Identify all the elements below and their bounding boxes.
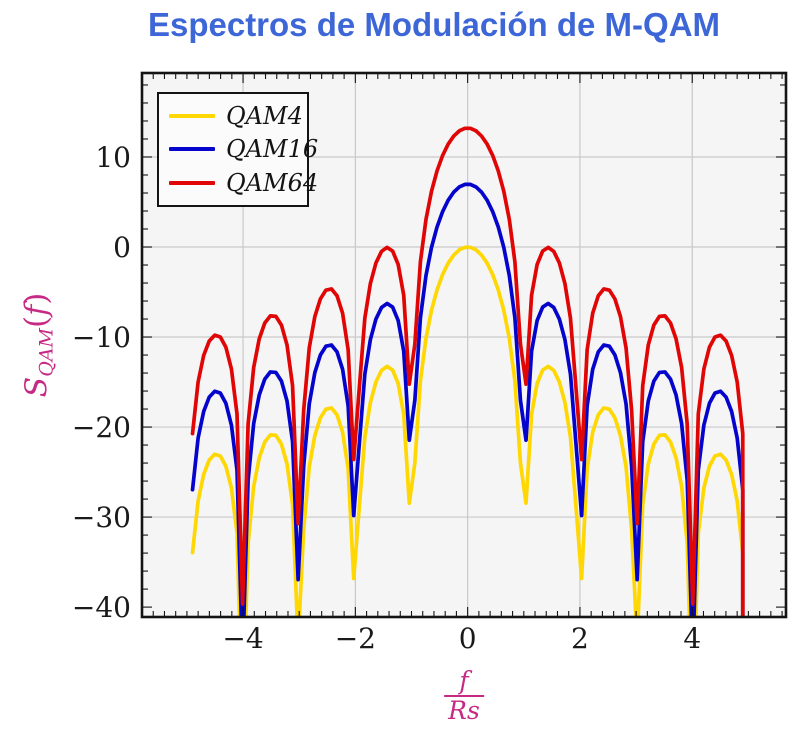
y-axis-label: SQAM(f) [19, 293, 58, 398]
y-label-base: S [19, 376, 55, 398]
svg-text:−30: −30 [72, 501, 131, 534]
chart-title: Espectros de Modulación de M-QAM [147, 6, 721, 43]
y-label-var: f [19, 304, 55, 316]
legend-line-sample-qam64 [169, 181, 215, 186]
y-label-open-paren: ( [18, 315, 55, 328]
svg-text:0: 0 [113, 231, 131, 264]
legend-item-qam4: QAM4 [169, 102, 303, 130]
svg-text:−20: −20 [72, 411, 131, 444]
y-label-close-paren: ) [18, 292, 55, 305]
svg-text:−2: −2 [335, 622, 376, 655]
svg-text:−4: −4 [222, 622, 263, 655]
x-label-numerator: f [459, 666, 469, 695]
legend-line-sample-qam4 [169, 113, 215, 118]
svg-text:−40: −40 [72, 591, 131, 624]
legend-label-qam64: QAM64 [226, 169, 319, 198]
legend: QAM4 QAM16 QAM64 [157, 92, 318, 207]
svg-text:10: 10 [95, 141, 131, 174]
x-label-denominator: Rs [444, 695, 484, 724]
svg-text:−10: −10 [72, 321, 131, 354]
y-label-subscript: QAM [35, 328, 58, 377]
legend-item-qam16: QAM16 [169, 135, 318, 163]
legend-item-qam64: QAM64 [169, 169, 318, 197]
svg-text:4: 4 [683, 622, 701, 655]
legend-label-qam4: QAM4 [226, 101, 303, 130]
svg-text:0: 0 [459, 622, 477, 655]
x-axis-label: f Rs [444, 666, 484, 725]
svg-text:2: 2 [571, 622, 589, 655]
legend-label-qam16: QAM16 [226, 135, 319, 164]
legend-line-sample-qam16 [169, 147, 215, 152]
